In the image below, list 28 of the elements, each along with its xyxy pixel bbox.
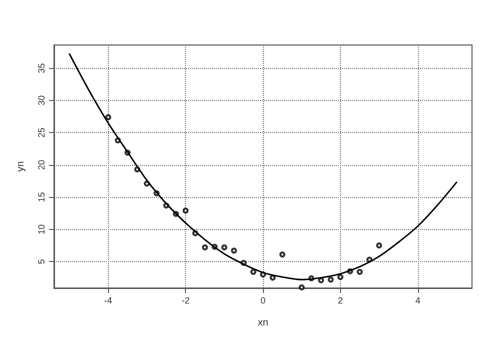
x-tick-label: 2 — [338, 296, 343, 306]
x-axis-title: xn — [258, 318, 268, 328]
point — [376, 242, 382, 248]
x-tick-label: -4 — [104, 296, 112, 306]
x-tick-label: 4 — [415, 296, 420, 306]
y-tick-label: 30 — [36, 95, 46, 106]
x-tick-label: -2 — [182, 296, 190, 306]
x-tick-label: 0 — [260, 296, 266, 306]
point — [250, 268, 256, 275]
point — [202, 244, 208, 250]
point — [105, 114, 112, 120]
y-tick-label: 5 — [36, 259, 46, 264]
point — [270, 274, 276, 281]
point — [318, 277, 324, 284]
point — [328, 276, 334, 283]
y-axis-title: yn — [16, 161, 26, 172]
y-tick-label: 20 — [36, 160, 46, 170]
point — [337, 274, 344, 280]
y-tick-label: 10 — [36, 224, 46, 234]
y-tick-label: 35 — [36, 63, 46, 74]
point — [182, 208, 189, 214]
point — [279, 251, 286, 258]
y-tick-label: 15 — [36, 192, 46, 202]
point — [221, 244, 228, 250]
point — [356, 268, 363, 275]
point — [298, 284, 305, 290]
point — [230, 248, 237, 254]
y-tick-label: 25 — [36, 128, 46, 138]
